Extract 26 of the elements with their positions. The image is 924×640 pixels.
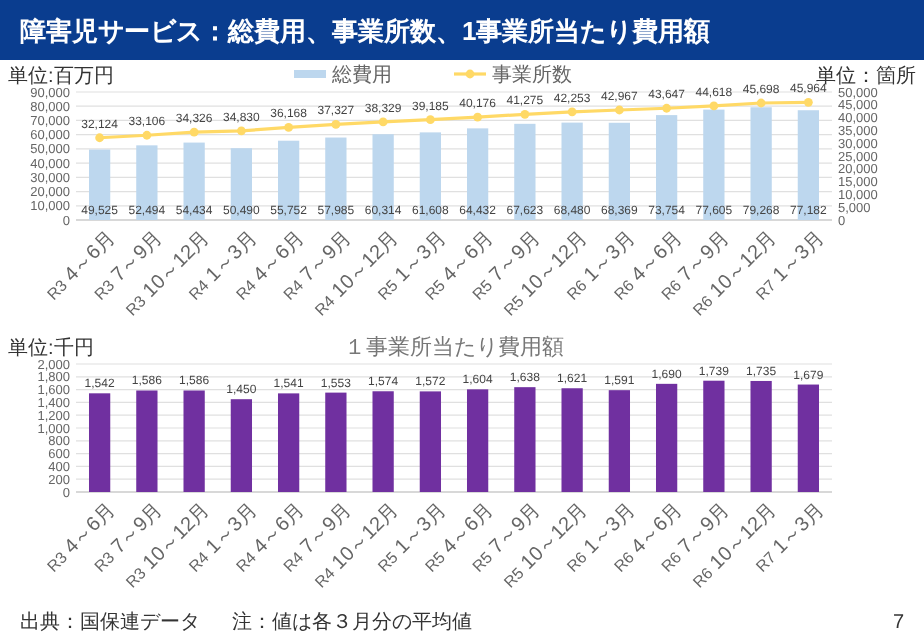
chart-title: １事業所当たり費用額 xyxy=(344,334,564,360)
point xyxy=(95,133,105,143)
point xyxy=(803,97,813,107)
point xyxy=(189,127,199,137)
text: 注：値は各３月分の平均値 xyxy=(232,610,472,634)
point xyxy=(614,105,624,115)
chart-title: 障害児サービス：総費用、事業所数、1事業所当たり費用額 xyxy=(20,16,711,46)
point xyxy=(284,123,294,132)
y2-axis-title: 単位：箇所 xyxy=(816,64,916,88)
y-axis-title: 単位:千円 xyxy=(8,336,94,360)
point xyxy=(378,117,388,127)
point xyxy=(236,126,246,136)
point xyxy=(142,130,152,140)
point xyxy=(473,112,483,122)
text: 7 xyxy=(892,612,905,634)
point xyxy=(331,120,341,129)
point xyxy=(520,109,530,119)
point xyxy=(662,103,672,113)
point xyxy=(709,101,719,111)
point xyxy=(756,98,766,108)
point xyxy=(567,107,577,117)
y-axis-title: 単位:百万円 xyxy=(8,64,114,88)
source-note: 出典：国保連データ xyxy=(20,610,200,634)
legend-label: 事業所数 xyxy=(492,63,572,87)
point xyxy=(425,115,435,125)
legend-label: 総費用 xyxy=(330,63,392,87)
